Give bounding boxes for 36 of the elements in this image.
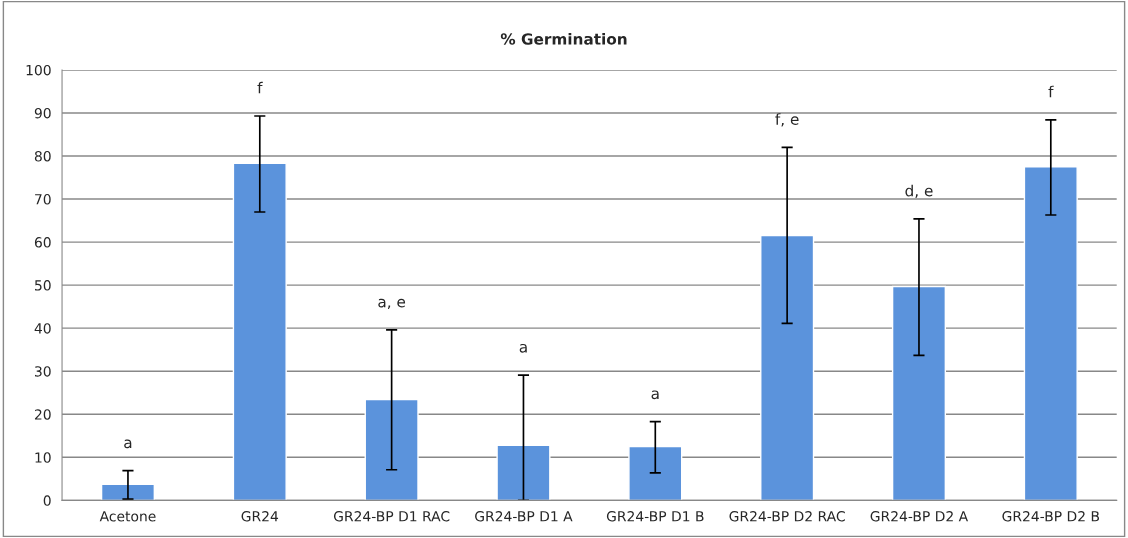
chart-title: % Germination	[500, 32, 627, 45]
bar	[1023, 166, 1078, 501]
bar	[232, 162, 287, 501]
annotation: a, e	[378, 298, 406, 310]
y-tick-label: 70	[35, 194, 51, 205]
y-tick-label: 50	[35, 280, 51, 291]
y-tick-label: 60	[34, 237, 51, 248]
bar	[891, 285, 947, 501]
y-tick-label: 100	[26, 64, 51, 76]
annotation: a	[124, 439, 132, 449]
annotation: f	[257, 81, 263, 94]
bar	[364, 398, 419, 501]
x-tick-label: GR24-BP D2 A	[870, 511, 969, 522]
annotation: a	[519, 343, 527, 353]
y-tick-label: 90	[34, 107, 51, 119]
annotation: f	[1048, 85, 1054, 98]
y-tick-label: 40	[34, 323, 51, 334]
annotation: a	[651, 390, 659, 400]
bar	[628, 445, 683, 501]
bar	[496, 444, 551, 501]
x-tick-label: GR24-BP D2 B	[1002, 511, 1100, 522]
y-tick-label: 20	[34, 409, 51, 420]
y-tick-label: 10	[35, 452, 51, 463]
annotation: d, e	[905, 184, 933, 199]
x-tick-label: GR24-BP D1 B	[606, 511, 704, 522]
bar	[760, 234, 815, 501]
bar	[100, 483, 156, 501]
y-tick-label: 80	[34, 150, 51, 162]
y-tick-label: 30	[35, 366, 51, 377]
y-tick-label: 0	[43, 495, 51, 506]
annotation: f, e	[775, 113, 799, 127]
x-tick-label: GR24	[241, 511, 279, 522]
x-tick-label: GR24-BP D1 A	[475, 511, 573, 522]
x-tick-label: GR24-BP D2 RAC	[729, 511, 845, 522]
x-tick-label: Acetone	[99, 511, 156, 522]
x-tick-label: GR24-BP D1 RAC	[333, 511, 450, 522]
